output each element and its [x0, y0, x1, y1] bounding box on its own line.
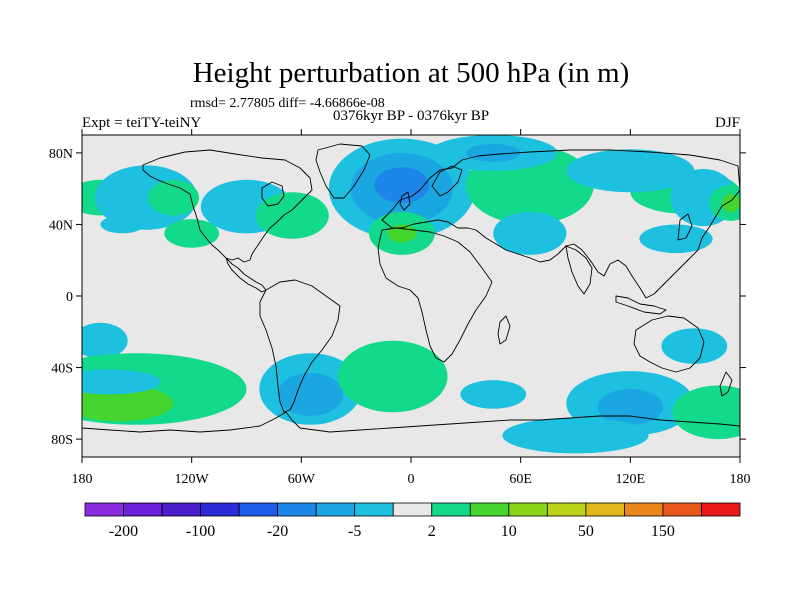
- anomaly-region-22: [639, 224, 713, 254]
- colorbar-swatch-7: [315, 502, 356, 517]
- japan-coastline: [677, 213, 693, 241]
- colorbar: -200 -100 -20 -5 2 10 50 150: [84, 502, 741, 540]
- greenland-coastline: [315, 143, 371, 199]
- eurasia-coastline: [381, 149, 740, 299]
- y-tick-label-2: 40N: [49, 218, 73, 233]
- anomaly-region-20: [721, 194, 740, 212]
- north-america-coastline: [142, 149, 313, 263]
- colorbar-swatch-16: [662, 502, 702, 517]
- x-axis-ticks: 180 120W 60W 0 60E 120E 180: [72, 129, 751, 487]
- colorbar-label-2: -100: [186, 523, 215, 540]
- colorbar-swatch-14: [585, 502, 625, 517]
- anomaly-region-11: [374, 167, 430, 204]
- colorbar-swatch-11: [469, 502, 510, 517]
- colorbar-label-7: 50: [578, 523, 594, 540]
- madagascar-coastline: [497, 315, 511, 345]
- x-tick-label-3: 60W: [288, 472, 316, 487]
- colorbar-label-5: 2: [428, 523, 436, 540]
- colorbar-swatch-13: [546, 502, 587, 517]
- colorbar-swatch-1: [84, 502, 124, 517]
- experiment-label: Expt = teiTY-teiNY: [82, 115, 201, 131]
- colorbar-swatch-12: [508, 502, 548, 517]
- anomaly-region-29: [337, 340, 448, 413]
- anomaly-region-35: [661, 328, 728, 364]
- colorbar-swatch-8: [354, 502, 394, 517]
- anomaly-contours: [82, 135, 740, 454]
- anomaly-region-17: [566, 149, 695, 193]
- anomaly-region-13: [387, 224, 417, 243]
- australia-coastline: [633, 315, 705, 373]
- colorbar-label-8: 150: [651, 523, 675, 540]
- x-tick-label-6: 120E: [616, 472, 646, 487]
- x-tick-label-1: 180: [72, 472, 93, 487]
- anomaly-region-30: [460, 380, 527, 409]
- y-axis-ticks: 80N 40N 0 40S 80S: [49, 147, 746, 448]
- x-tick-label-5: 60E: [509, 472, 532, 487]
- chart-title: Height perturbation at 500 hPa (in m): [193, 57, 630, 89]
- colorbar-swatch-17: [701, 502, 741, 517]
- anomaly-region-16: [465, 144, 521, 162]
- coastlines: [82, 143, 740, 433]
- scandinavia-coastline: [431, 165, 463, 197]
- anomaly-region-26: [82, 369, 161, 395]
- colorbar-label-1: -200: [109, 523, 138, 540]
- colorbar-swatch-10: [431, 502, 471, 517]
- uk-coastline: [399, 191, 411, 211]
- anomaly-region-6: [164, 219, 220, 248]
- anomaly-region-8: [255, 192, 329, 239]
- y-tick-label-1: 80N: [49, 147, 73, 162]
- anomaly-region-4: [147, 179, 199, 216]
- anomaly-region-5: [100, 215, 145, 234]
- y-tick-label-5: 80S: [51, 433, 73, 448]
- anomaly-region-28: [277, 372, 344, 416]
- anomaly-region-23: [82, 322, 128, 359]
- x-tick-label-2: 120W: [175, 472, 210, 487]
- africa-coastline: [377, 227, 493, 363]
- hudson-bay-coastline: [261, 181, 285, 207]
- x-tick-label-7: 180: [730, 472, 751, 487]
- antarctica-coastline: [82, 411, 740, 433]
- anomaly-region-34: [672, 385, 740, 440]
- season-label: DJF: [715, 115, 740, 131]
- colorbar-swatch-9: [392, 502, 433, 517]
- colorbar-swatch-3: [161, 502, 201, 517]
- x-tick-label-4: 0: [408, 472, 415, 487]
- colorbar-swatch-5: [238, 502, 279, 517]
- y-tick-label-4: 40S: [51, 362, 73, 377]
- south-america-coastline: [259, 279, 341, 413]
- colorbar-label-4: -5: [348, 523, 361, 540]
- indonesia-coastline: [615, 295, 667, 315]
- anomaly-region-21: [493, 211, 567, 255]
- new-zealand-coastline: [719, 371, 733, 397]
- colorbar-swatch-15: [624, 502, 664, 517]
- y-tick-label-3: 0: [66, 290, 73, 305]
- colorbar-swatch-4: [200, 502, 240, 517]
- colorbar-swatch-2: [123, 502, 163, 517]
- colorbar-label-6: 10: [501, 523, 517, 540]
- anomaly-region-33: [502, 417, 649, 454]
- colorbar-label-3: -20: [267, 523, 288, 540]
- anomaly-region-25: [82, 385, 174, 422]
- stats-line: rmsd= 2.77805 diff= -4.66866e-08: [190, 96, 385, 111]
- colorbar-swatch-6: [277, 502, 317, 517]
- indian-subcontinent-coastline: [565, 245, 593, 295]
- chart-subtitle: 0376kyr BP - 0376kyr BP: [333, 108, 489, 124]
